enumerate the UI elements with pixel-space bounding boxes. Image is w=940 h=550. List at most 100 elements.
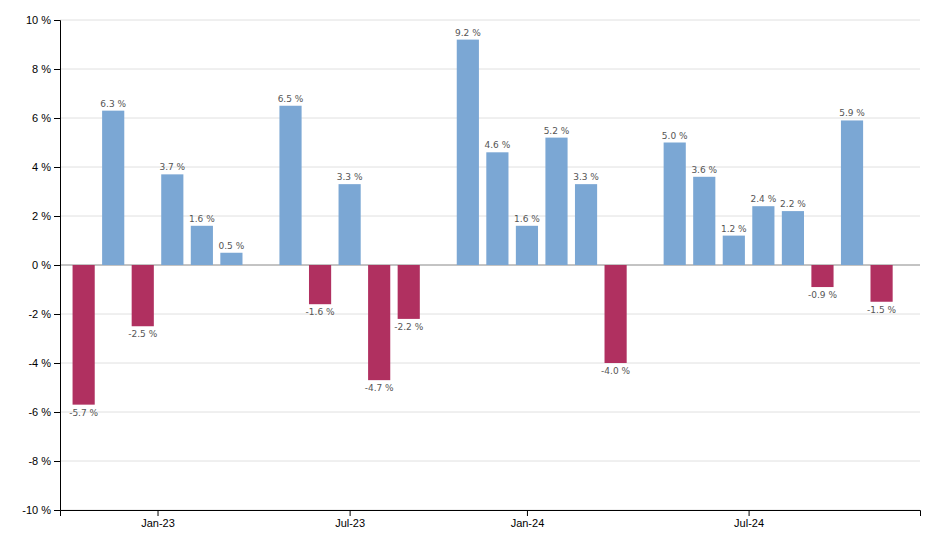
tick: Jan-23 xyxy=(141,510,175,529)
tick: 4 % xyxy=(32,161,60,173)
bar xyxy=(398,265,420,319)
tick-mark xyxy=(749,510,750,516)
tick: 6 % xyxy=(32,112,60,124)
tick: -6 % xyxy=(28,406,60,418)
data-label: 6.3 % xyxy=(100,99,126,109)
grid-line xyxy=(60,118,920,119)
bar xyxy=(73,265,95,405)
data-label: -1.5 % xyxy=(867,305,896,315)
bar xyxy=(516,226,538,265)
bar xyxy=(605,265,627,363)
tick-mark xyxy=(54,412,60,413)
tick-mark xyxy=(54,20,60,21)
tick-label: 8 % xyxy=(32,63,51,75)
axis-line xyxy=(61,511,921,517)
tick-label: -8 % xyxy=(28,455,51,467)
tick-label: -10 % xyxy=(22,504,51,516)
tick-label: Jul-23 xyxy=(335,517,365,529)
data-label: 3.3 % xyxy=(573,172,599,182)
bar xyxy=(693,177,715,265)
bar xyxy=(220,253,242,265)
tick: -10 % xyxy=(22,504,60,516)
tick: Jul-23 xyxy=(335,510,365,529)
data-label: -0.9 % xyxy=(808,290,837,300)
data-label: 5.0 % xyxy=(662,131,688,141)
tick-label: Jan-23 xyxy=(141,517,175,529)
tick-label: -2 % xyxy=(28,308,51,320)
data-label: 3.3 % xyxy=(337,172,363,182)
tick: Jul-24 xyxy=(734,510,764,529)
data-label: -2.5 % xyxy=(128,329,157,339)
data-label: 1.2 % xyxy=(721,224,747,234)
tick-mark xyxy=(527,510,528,516)
chart: -10 % -8 % -6 % -4 % -2 % 0 % 2 % 4 % 6 % 8 % 10 %… xyxy=(0,0,940,550)
data-label: -1.6 % xyxy=(306,307,335,317)
data-label: 5.2 % xyxy=(544,126,570,136)
bar xyxy=(841,120,863,265)
tick-label: 6 % xyxy=(32,112,51,124)
x-axis: Jan-23 Jul-23 Jan-24 Jul-24 xyxy=(61,510,921,529)
tick-mark xyxy=(54,69,60,70)
bar xyxy=(575,184,597,265)
tick-mark xyxy=(54,314,60,315)
tick: Jan-24 xyxy=(511,510,545,529)
data-label: 1.6 % xyxy=(514,214,540,224)
bar xyxy=(457,40,479,265)
data-label: 3.7 % xyxy=(159,162,185,172)
bar xyxy=(279,106,301,265)
bar xyxy=(723,236,745,265)
grid-line xyxy=(60,412,920,413)
tick-label: Jul-24 xyxy=(734,517,764,529)
data-labels: -5.7 %6.3 %-2.5 %3.7 %1.6 %0.5 %6.5 %-1.… xyxy=(69,28,896,418)
bar xyxy=(368,265,390,380)
bar xyxy=(191,226,213,265)
tick-mark xyxy=(54,363,60,364)
tick: 10 % xyxy=(26,14,60,26)
bar xyxy=(752,206,774,265)
tick-label: 0 % xyxy=(32,259,51,271)
tick-mark xyxy=(158,510,159,516)
bar xyxy=(309,265,331,304)
tick-label: 4 % xyxy=(32,161,51,173)
data-label: -4.0 % xyxy=(601,366,630,376)
tick-mark xyxy=(54,265,60,266)
tick-label: -4 % xyxy=(28,357,51,369)
plot: -10 % -8 % -6 % -4 % -2 % 0 % 2 % 4 % 6 % 8 % 10 %… xyxy=(22,14,920,529)
bar xyxy=(339,184,361,265)
tick-label: 10 % xyxy=(26,14,51,26)
tick-mark xyxy=(54,118,60,119)
grid-line xyxy=(60,363,920,364)
tick-mark xyxy=(54,510,60,511)
bar xyxy=(811,265,833,287)
bar xyxy=(102,111,124,265)
data-label: 6.5 % xyxy=(278,94,304,104)
bar xyxy=(782,211,804,265)
tick-mark xyxy=(350,510,351,516)
data-label: 2.2 % xyxy=(780,199,806,209)
data-label: 9.2 % xyxy=(455,28,481,38)
tick-label: 2 % xyxy=(32,210,51,222)
bar xyxy=(161,174,183,265)
data-label: 2.4 % xyxy=(751,194,777,204)
data-label: 0.5 % xyxy=(219,241,245,251)
tick: -8 % xyxy=(28,455,60,467)
tick: 2 % xyxy=(32,210,60,222)
bar xyxy=(132,265,154,326)
bars xyxy=(73,40,893,405)
grid-line xyxy=(60,461,920,462)
data-label: 1.6 % xyxy=(189,214,215,224)
grid xyxy=(60,20,920,510)
tick: -2 % xyxy=(28,308,60,320)
grid-line xyxy=(60,20,920,21)
grid-line xyxy=(60,314,920,315)
data-label: -2.2 % xyxy=(394,322,423,332)
tick: 0 % xyxy=(32,259,60,271)
bar xyxy=(545,138,567,265)
grid-line xyxy=(60,69,920,70)
bar xyxy=(486,152,508,265)
tick-mark xyxy=(54,216,60,217)
tick: 8 % xyxy=(32,63,60,75)
bar xyxy=(870,265,892,302)
tick-label: -6 % xyxy=(28,406,51,418)
tick-label: Jan-24 xyxy=(511,517,545,529)
